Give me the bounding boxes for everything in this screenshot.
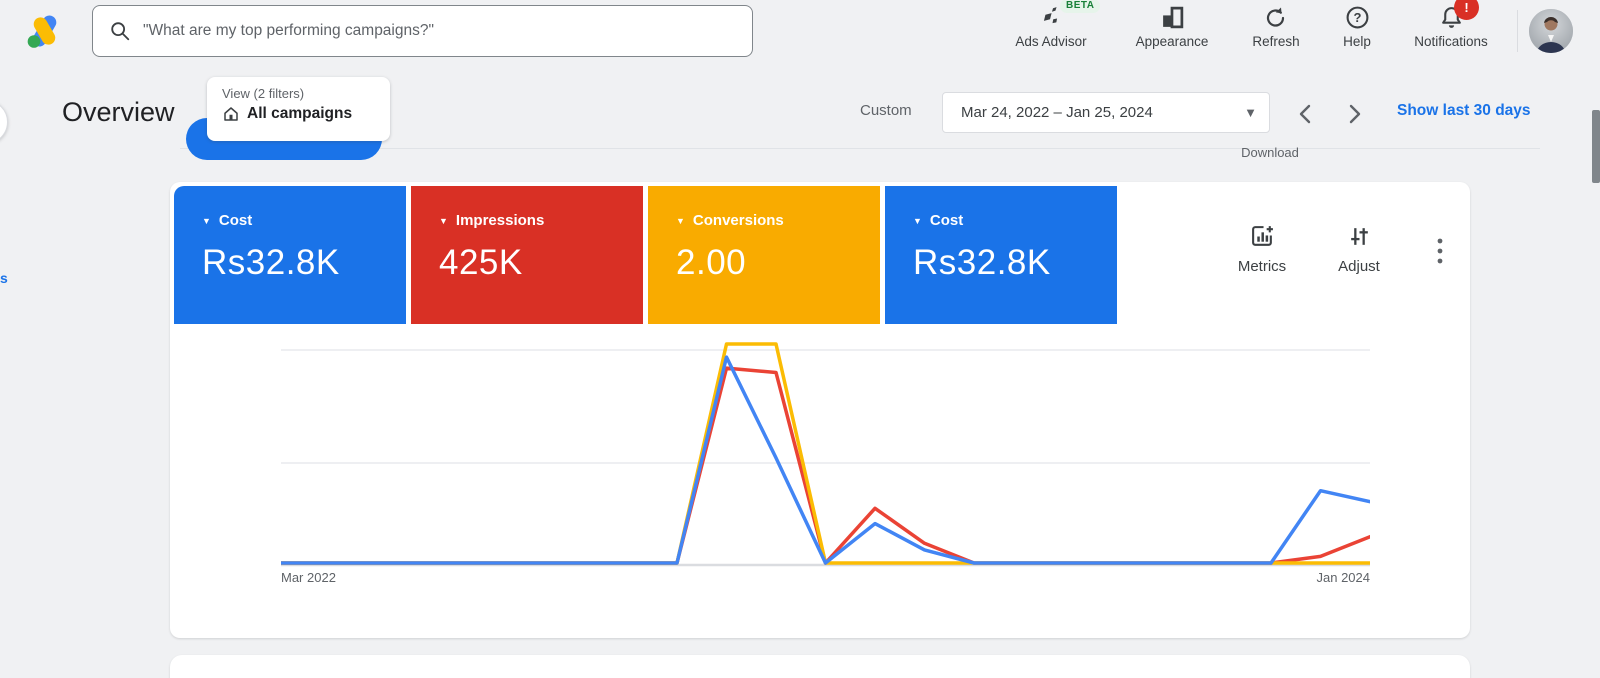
scorecard-value: Rs32.8K	[913, 243, 1051, 282]
chevron-down-icon: ▼	[1244, 105, 1257, 120]
add-chart-icon	[1251, 226, 1273, 246]
x-axis-label-end: Jan 2024	[1316, 570, 1371, 585]
search-box	[92, 5, 753, 57]
collapse-panel-button[interactable]	[0, 100, 8, 144]
refresh-button[interactable]: Refresh	[1231, 2, 1321, 49]
more-options-button[interactable]	[1428, 234, 1452, 268]
date-next-button[interactable]	[1340, 99, 1370, 129]
svg-text:?: ?	[1353, 10, 1361, 25]
search-icon	[111, 22, 130, 41]
appearance-label: Appearance	[1135, 34, 1209, 49]
help-label: Help	[1343, 34, 1371, 49]
beta-badge: BETA	[1060, 0, 1101, 13]
side-text-fragment: s	[0, 270, 8, 286]
refresh-label: Refresh	[1252, 34, 1300, 49]
scorecard-value: 425K	[439, 243, 523, 282]
ads-advisor-label: Ads Advisor	[1015, 34, 1087, 49]
chevron-left-icon	[1299, 104, 1311, 124]
metrics-label: Metrics	[1237, 258, 1287, 275]
date-range-value: Mar 24, 2022 – Jan 25, 2024	[961, 104, 1153, 121]
home-icon	[224, 107, 238, 121]
view-filters-label: View (2 filters)	[222, 86, 305, 101]
date-prev-button[interactable]	[1290, 99, 1320, 129]
kebab-menu-icon	[1437, 238, 1443, 264]
x-axis-label-start: Mar 2022	[281, 570, 336, 585]
view-filters-value: All campaigns	[247, 105, 353, 122]
caret-down-icon: ▼	[676, 215, 685, 226]
scorecard-conversions[interactable]: ▼ Conversions 2.00	[648, 186, 880, 324]
caret-down-icon: ▼	[913, 215, 922, 226]
scorecard-cost[interactable]: ▼ Cost Rs32.8K	[174, 186, 406, 324]
avatar[interactable]	[1529, 9, 1573, 53]
vertical-scrollbar[interactable]	[1592, 110, 1600, 183]
date-mode-label: Custom	[860, 102, 912, 119]
refresh-icon	[1266, 7, 1285, 27]
search-input[interactable]	[143, 22, 736, 40]
chart-line-cost	[281, 355, 1370, 565]
topbar-divider	[1517, 10, 1518, 52]
overview-chart-card: ▼ Cost Rs32.8K ▼ Impressions 425K ▼ Conv…	[170, 182, 1470, 638]
adjust-button[interactable]: Adjust	[1314, 224, 1404, 275]
ads-advisor-button[interactable]: Ads Advisor BETA	[996, 0, 1106, 49]
metrics-button[interactable]: Metrics	[1217, 224, 1307, 275]
notification-count-badge: !	[1454, 0, 1479, 20]
sparkle-icon	[1043, 7, 1058, 24]
appearance-button[interactable]: Appearance	[1117, 2, 1227, 49]
sliders-icon	[1350, 228, 1368, 245]
performance-line-chart	[281, 342, 1370, 567]
scorecard-impressions[interactable]: ▼ Impressions 425K	[411, 186, 643, 324]
help-icon: ?	[1346, 6, 1368, 29]
next-section-card	[170, 655, 1470, 678]
scorecard-label: Cost	[929, 212, 964, 229]
notifications-button[interactable]: Notifications !	[1398, 0, 1504, 49]
chart-line-conversions	[281, 342, 1370, 565]
adjust-label: Adjust	[1338, 258, 1380, 275]
chevron-right-icon	[1349, 104, 1361, 124]
caret-down-icon: ▼	[439, 215, 448, 226]
show-last-30-days-link[interactable]: Show last 30 days	[1397, 102, 1531, 119]
download-button[interactable]: Download	[1241, 145, 1299, 160]
scorecard-label: Cost	[218, 212, 253, 229]
scorecard-value: Rs32.8K	[202, 243, 340, 282]
google-ads-logo-glyph	[27, 15, 57, 48]
appearance-icon	[1162, 6, 1183, 29]
date-range-picker[interactable]: Mar 24, 2022 – Jan 25, 2024 ▼	[942, 92, 1270, 133]
view-filters-chip[interactable]: View (2 filters) All campaigns	[207, 77, 390, 141]
chart-line-impressions	[281, 366, 1370, 565]
header-divider	[180, 148, 1540, 149]
scorecard-label: Conversions	[692, 212, 784, 229]
scorecard-label: Impressions	[455, 212, 545, 229]
notifications-label: Notifications	[1414, 34, 1488, 49]
google-ads-logo-icon[interactable]	[24, 10, 66, 52]
scorecard-value: 2.00	[676, 243, 747, 282]
help-button[interactable]: ? Help	[1329, 2, 1385, 49]
avatar-photo	[1529, 9, 1573, 53]
caret-down-icon: ▼	[202, 215, 211, 226]
page-title: Overview	[62, 97, 175, 127]
scorecard-cost-2[interactable]: ▼ Cost Rs32.8K	[885, 186, 1117, 324]
